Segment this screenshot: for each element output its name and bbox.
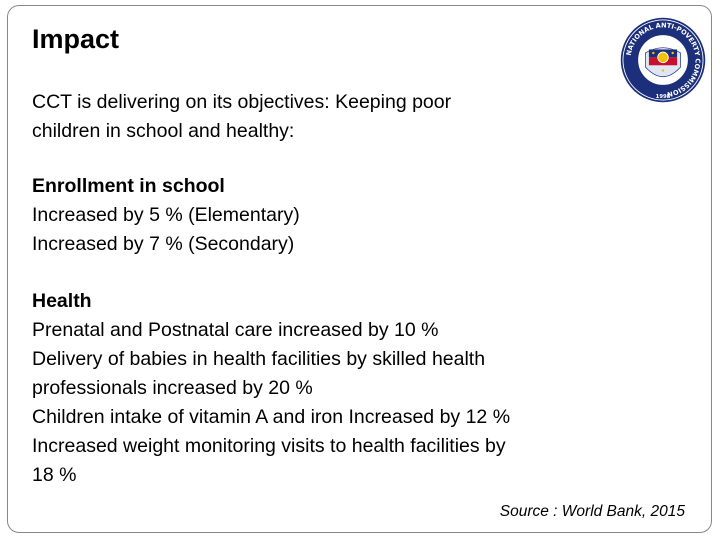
slide-frame (7, 5, 712, 533)
seal-sun (657, 51, 669, 64)
intro-line: children in school and healthy: (32, 120, 295, 142)
health-line: Prenatal and Postnatal care increased by… (32, 319, 439, 341)
seal-icon: NATIONAL ANTI-POVERTY COMMISSION 1998 (620, 17, 706, 103)
health-section: Health Prenatal and Postnatal care incre… (32, 287, 510, 490)
health-line: Increased weight monitoring visits to he… (32, 435, 506, 457)
seal-star (661, 69, 665, 72)
slide-title: Impact (32, 24, 120, 54)
seal-star (652, 51, 655, 55)
enrollment-heading: Enrollment in school (32, 175, 225, 197)
health-line: Delivery of babies in health facilities … (32, 348, 486, 370)
intro-paragraph: CCT is delivering on its objectives: Kee… (32, 88, 451, 146)
health-line: Children intake of vitamin A and iron In… (32, 406, 511, 428)
seal-ring-line (622, 19, 704, 101)
source-citation: Source : World Bank, 2015 (499, 503, 685, 520)
intro-line: CCT is delivering on its objectives: Kee… (32, 91, 452, 113)
enrollment-line: Increased by 5 % (Elementary) (32, 204, 300, 226)
enrollment-line: Increased by 7 % (Secondary) (32, 233, 295, 255)
health-line: 18 % (32, 464, 77, 486)
health-heading: Health (32, 290, 92, 312)
seal-star (671, 51, 674, 55)
seal-year: 1998 (656, 94, 671, 100)
health-line: professionals increased by 20 % (32, 377, 313, 399)
enrollment-section: Enrollment in school Increased by 5 % (E… (32, 172, 300, 259)
